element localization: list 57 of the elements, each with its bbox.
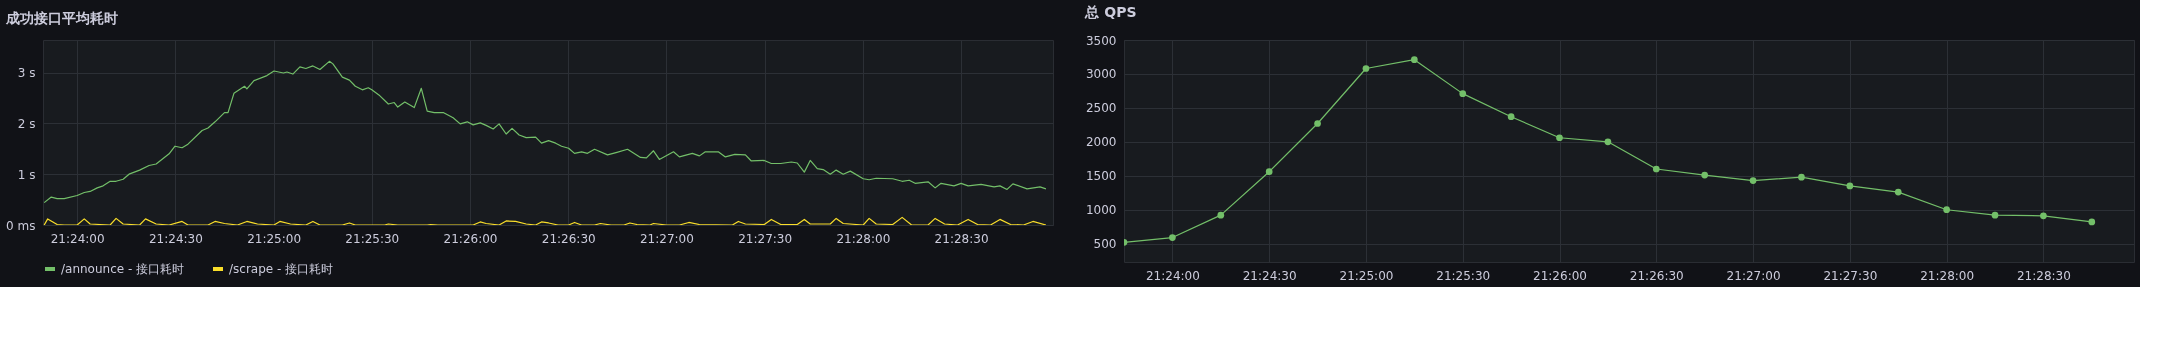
y-tick-label: 2000 — [1085, 135, 1117, 150]
y-tick-label: 3500 — [1085, 33, 1117, 48]
point — [1652, 165, 1660, 173]
legend-label: /scrape - 接口耗时 — [229, 262, 334, 276]
point — [1556, 134, 1563, 142]
x-tick-label: 21:26:00 — [1533, 268, 1587, 283]
point — [1604, 138, 1612, 146]
point — [1362, 65, 1370, 72]
point — [1943, 206, 1950, 214]
x-tick-label: 21:26:30 — [541, 231, 596, 246]
y-tick-label: 1000 — [1085, 203, 1117, 218]
y-tick-label: 2 s — [17, 116, 36, 131]
point — [1459, 90, 1467, 97]
y-tick-label: 1500 — [1085, 169, 1117, 184]
x-tick-label: 21:24:30 — [148, 231, 203, 246]
x-tick-label: 21:28:00 — [836, 231, 891, 246]
y-tick-label: 1 s — [17, 167, 36, 182]
y-tick-label: 3 s — [17, 66, 36, 81]
point — [1846, 182, 1854, 190]
point — [2040, 212, 2047, 220]
x-tick-label: 21:24:00 — [50, 231, 105, 246]
x-tick-label: 21:27:30 — [1823, 268, 1878, 283]
point — [1217, 211, 1225, 219]
point — [1314, 120, 1321, 127]
line-series — [43, 60, 1047, 204]
point — [1265, 168, 1273, 176]
x-tick-label: 21:27:00 — [639, 231, 694, 246]
x-tick-label: 21:25:00 — [1339, 268, 1394, 283]
point — [1507, 113, 1515, 121]
x-tick-label: 21:26:00 — [443, 231, 498, 246]
x-tick-label: 21:25:30 — [345, 231, 400, 246]
y-tick-label: 500 — [1093, 237, 1117, 252]
x-tick-label: 21:27:30 — [738, 231, 793, 246]
x-tick-label: 21:24:30 — [1242, 268, 1297, 283]
y-tick-label: 2500 — [1085, 101, 1117, 116]
y-tick-label: 3000 — [1085, 67, 1117, 82]
point — [1991, 211, 1999, 219]
legend-label: /announce - 接口耗时 — [61, 262, 185, 276]
point — [1701, 171, 1709, 179]
x-tick-label: 21:26:30 — [1629, 268, 1684, 283]
x-tick-label: 21:24:00 — [1145, 268, 1200, 283]
chart-title: 成功接口平均耗时 — [4, 10, 118, 26]
x-tick-label: 21:27:00 — [1726, 268, 1781, 283]
point — [2088, 218, 2096, 226]
x-tick-label: 21:28:00 — [1920, 268, 1975, 283]
x-tick-label: 21:25:30 — [1436, 268, 1491, 283]
line-series — [43, 216, 1047, 225]
x-tick-label: 21:25:00 — [247, 231, 302, 246]
point — [1894, 188, 1902, 196]
x-tick-label: 21:28:30 — [2016, 268, 2071, 283]
chart-title: 总 QPS — [1084, 4, 1137, 20]
y-tick-label: 0 ms — [6, 218, 36, 233]
point — [1798, 173, 1805, 181]
point — [1169, 234, 1176, 241]
point — [1410, 56, 1418, 64]
point — [1749, 177, 1757, 184]
x-tick-label: 21:28:30 — [934, 231, 989, 246]
